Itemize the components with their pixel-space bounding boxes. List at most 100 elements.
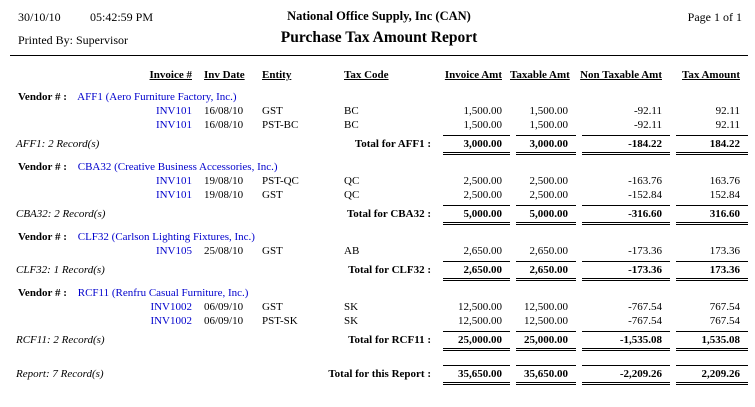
taxable-amt: 12,500.00 [524, 315, 568, 327]
report-total-label: Total for this Report : [328, 368, 431, 380]
invoice-number-link[interactable]: INV101 [155, 119, 192, 131]
report-total-taxable-amt: 35,650.00 [516, 365, 576, 385]
company-name: National Office Supply, Inc (CAN) [287, 9, 471, 23]
non-taxable-amt: -92.11 [633, 119, 662, 131]
vendor-group: Vendor # : CLF32 (Carlson Lighting Fixtu… [10, 230, 748, 281]
invoice-amt: 2,500.00 [463, 175, 503, 187]
invoice-row: INV1002 06/09/10 PST-SK SK 12,500.00 12,… [10, 314, 748, 328]
vendor-total-row: CLF32: 1 Record(s) Total for CLF32 : 2,6… [10, 261, 748, 281]
entity: GST [262, 301, 283, 313]
col-non-taxable-amt: Non Taxable Amt [580, 69, 662, 81]
non-taxable-amt: -173.36 [628, 245, 662, 257]
total-taxable-amt: 2,650.00 [516, 261, 576, 281]
invoice-amt: 1,500.00 [463, 105, 503, 117]
invoice-row: INV101 19/08/10 GST QC 2,500.00 2,500.00… [10, 188, 748, 202]
tax-amount: 92.11 [715, 105, 740, 117]
taxable-amt: 2,500.00 [529, 175, 569, 187]
tax-amount: 152.84 [709, 189, 740, 201]
total-label: Total for CBA32 : [346, 208, 431, 220]
print-date: 30/10/10 [18, 10, 61, 24]
total-invoice-amt: 2,650.00 [443, 261, 510, 281]
total-invoice-amt: 5,000.00 [443, 205, 510, 225]
vendor-group: Vendor # : CBA32 (Creative Business Acce… [10, 160, 748, 225]
invoice-number-link[interactable]: INV101 [155, 189, 192, 201]
taxable-amt: 12,500.00 [524, 301, 568, 313]
vendor-row: Vendor # : AFF1 (Aero Furniture Factory,… [10, 90, 748, 104]
total-non-taxable-amt: -316.60 [582, 205, 670, 225]
vendor-group: Vendor # : AFF1 (Aero Furniture Factory,… [10, 90, 748, 155]
record-count: AFF1: 2 Record(s) [16, 138, 100, 150]
report-header: 30/10/10 05:42:59 PM National Office Sup… [10, 8, 748, 56]
printed-by: Printed By: Supervisor [18, 33, 128, 47]
taxable-amt: 1,500.00 [529, 105, 569, 117]
invoice-date: 16/08/10 [204, 119, 244, 131]
invoice-amt: 12,500.00 [458, 301, 502, 313]
tax-code: AB [344, 245, 360, 257]
total-tax-amount: 184.22 [676, 135, 748, 155]
tax-code: BC [344, 119, 359, 131]
total-tax-amount: 1,535.08 [676, 331, 748, 351]
report-total-invoice-amt: 35,650.00 [443, 365, 510, 385]
invoice-amt: 1,500.00 [463, 119, 503, 131]
vendor-link[interactable]: RCF11 (Renfru Casual Furniture, Inc.) [77, 287, 249, 299]
entity: GST [262, 245, 283, 257]
record-count: RCF11: 2 Record(s) [16, 334, 105, 346]
vendor-link[interactable]: CBA32 (Creative Business Accessories, In… [77, 161, 278, 173]
record-count: CLF32: 1 Record(s) [16, 264, 105, 276]
invoice-row: INV101 16/08/10 PST-BC BC 1,500.00 1,500… [10, 118, 748, 132]
total-tax-amount: 173.36 [676, 261, 748, 281]
tax-amount: 767.54 [709, 315, 740, 327]
vendor-link[interactable]: CLF32 (Carlson Lighting Fixtures, Inc.) [77, 231, 255, 243]
vendor-link[interactable]: AFF1 (Aero Furniture Factory, Inc.) [77, 91, 237, 103]
vendor-row: Vendor # : CLF32 (Carlson Lighting Fixtu… [10, 230, 748, 244]
invoice-amt: 2,500.00 [463, 189, 503, 201]
col-tax-code: Tax Code [344, 69, 389, 81]
print-time: 05:42:59 PM [90, 10, 154, 24]
invoice-number-link[interactable]: INV101 [155, 175, 192, 187]
tax-amount: 92.11 [715, 119, 740, 131]
non-taxable-amt: -163.76 [628, 175, 662, 187]
vendor-row: Vendor # : RCF11 (Renfru Casual Furnitur… [10, 286, 748, 300]
tax-amount: 173.36 [709, 245, 740, 257]
non-taxable-amt: -152.84 [628, 189, 662, 201]
non-taxable-amt: -767.54 [628, 301, 662, 313]
invoice-number-link[interactable]: INV101 [155, 105, 192, 117]
vendor-row: Vendor # : CBA32 (Creative Business Acce… [10, 160, 748, 174]
vendor-number-label: Vendor # : [18, 161, 67, 173]
col-invoice-amt: Invoice Amt [444, 69, 502, 81]
invoice-amt: 12,500.00 [458, 315, 502, 327]
col-entity: Entity [262, 69, 292, 81]
vendor-total-row: RCF11: 2 Record(s) Total for RCF11 : 25,… [10, 331, 748, 351]
taxable-amt: 1,500.00 [529, 119, 569, 131]
tax-code: QC [344, 175, 360, 187]
total-taxable-amt: 5,000.00 [516, 205, 576, 225]
invoice-number-link[interactable]: INV1002 [150, 315, 192, 327]
invoice-row: INV1002 06/09/10 GST SK 12,500.00 12,500… [10, 300, 748, 314]
report-record-count: Report: 7 Record(s) [16, 368, 104, 380]
invoice-number-link[interactable]: INV105 [155, 245, 192, 257]
total-label: Total for CLF32 : [348, 264, 431, 276]
entity: GST [262, 189, 283, 201]
total-non-taxable-amt: -184.22 [582, 135, 670, 155]
non-taxable-amt: -92.11 [633, 105, 662, 117]
tax-code: SK [344, 315, 359, 327]
total-taxable-amt: 25,000.00 [516, 331, 576, 351]
tax-amount: 767.54 [709, 301, 740, 313]
entity: PST-QC [262, 175, 299, 187]
total-non-taxable-amt: -1,535.08 [582, 331, 670, 351]
invoice-row: INV101 19/08/10 PST-QC QC 2,500.00 2,500… [10, 174, 748, 188]
vendor-total-row: AFF1: 2 Record(s) Total for AFF1 : 3,000… [10, 135, 748, 155]
tax-amount: 163.76 [709, 175, 740, 187]
non-taxable-amt: -767.54 [628, 315, 662, 327]
total-invoice-amt: 3,000.00 [443, 135, 510, 155]
invoice-row: INV105 25/08/10 GST AB 2,650.00 2,650.00… [10, 244, 748, 258]
tax-code: BC [344, 105, 359, 117]
invoice-number-link[interactable]: INV1002 [150, 301, 192, 313]
invoice-date: 19/08/10 [204, 175, 244, 187]
total-invoice-amt: 25,000.00 [443, 331, 510, 351]
total-label: Total for AFF1 : [354, 138, 431, 150]
total-label: Total for RCF11 : [348, 334, 431, 346]
tax-code: QC [344, 189, 360, 201]
total-non-taxable-amt: -173.36 [582, 261, 670, 281]
